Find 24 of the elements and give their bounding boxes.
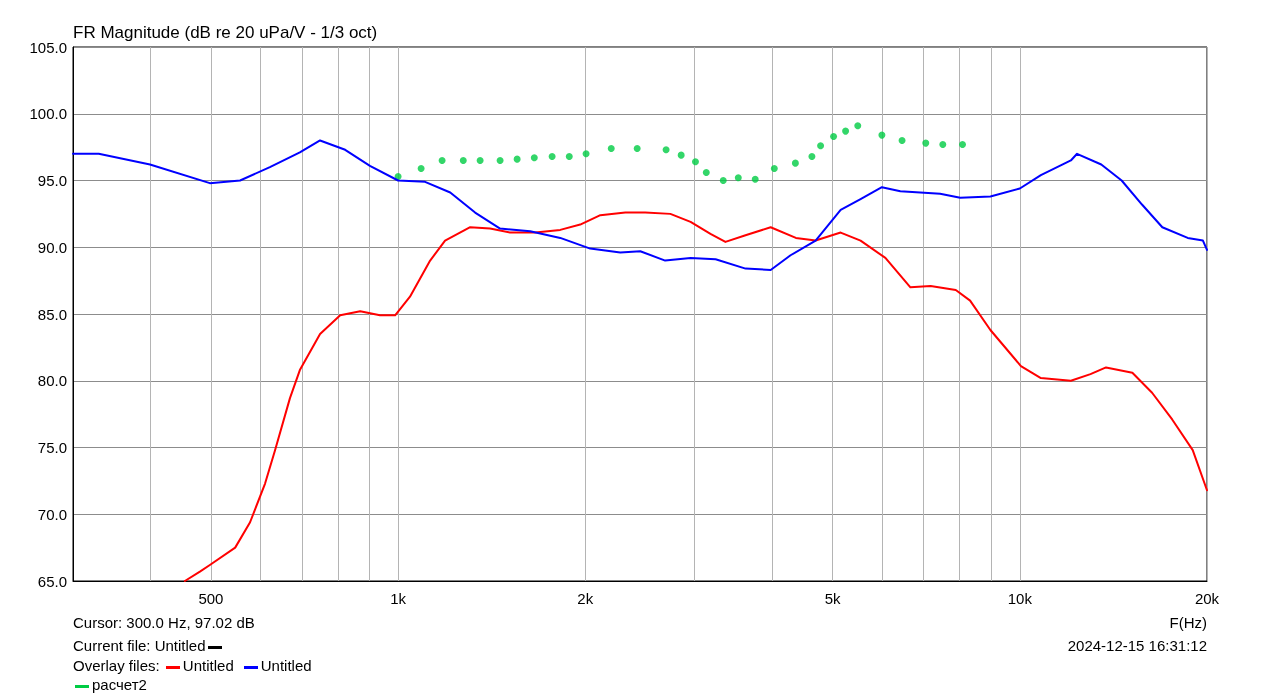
x-axis-title: F(Hz) [1169,614,1207,631]
text: 2024-12-15 16:31:12 [1067,637,1207,654]
x-tick-label: 5k [824,590,842,607]
text: Cursor: 300.0 Hz, 97.02 dB [73,614,255,631]
y-tick-label: 75.0 [37,439,67,456]
text: Current file: Untitled [73,637,207,654]
chart-title: FR Magnitude (dB re 20 uPa/V - 1/3 oct) [73,23,378,43]
text: Overlay files: [73,657,161,674]
y-tick-label: 70.0 [37,505,67,523]
y-tick-label: 80.0 [37,372,67,390]
y-tick-label: 90.0 [37,238,67,256]
x-tick-label: 500 [198,590,224,607]
y-tick-label: 65.0 [37,572,67,590]
legend-label: Untitled [182,657,234,674]
y-tick-label: 100.0 [29,105,67,123]
x-tick-label: 2k [577,590,594,607]
legend-label: Untitled [260,657,312,674]
x-tick-label: 1k [390,590,407,607]
y-tick-label: 105.0 [29,38,67,56]
y-tick-label: 85.0 [37,305,67,323]
y-tick-label: 95.0 [37,172,67,189]
x-tick-label: 10k [1007,590,1033,607]
legend-label: расчет2 [92,676,147,693]
x-tick-label: 20k [1194,590,1220,607]
